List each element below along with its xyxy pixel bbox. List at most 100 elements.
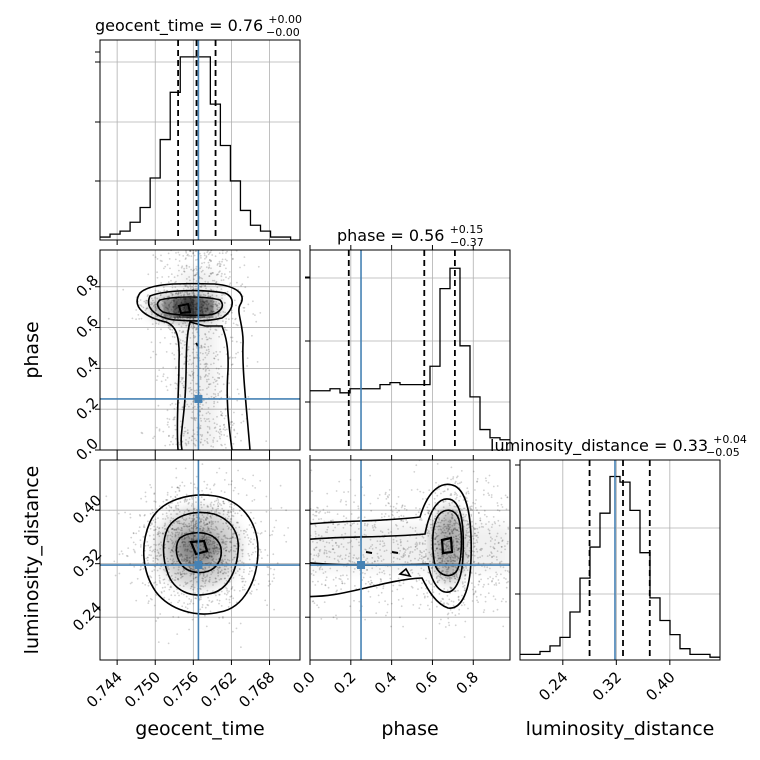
ld-vs-phase-sample-point (340, 588, 342, 590)
ld-vs-time-sample-point (241, 575, 244, 578)
ld-vs-phase-sample-point (326, 492, 329, 495)
ld-vs-time-sample-point (151, 550, 154, 553)
ld-vs-phase-contour-dot-a (365, 551, 373, 554)
ld-vs-phase-sample-point (436, 581, 439, 584)
ld-vs-phase-contour-dot-b (391, 551, 399, 554)
ld-vs-time-sample-point (177, 601, 179, 604)
phase-vs-time-sample-point (223, 346, 226, 349)
ld-vs-phase-sample-point (415, 513, 417, 516)
ld-vs-phase-sample-point (417, 572, 420, 575)
ld-vs-phase-sample-point (409, 569, 412, 572)
phase-vs-time-sample-point (140, 431, 143, 434)
ld-vs-time-sample-point (188, 498, 191, 501)
ld-vs-time-sample-point (273, 577, 275, 579)
phase-vs-time-sample-point (225, 252, 227, 254)
phase-vs-time-sample-point (166, 376, 169, 379)
ld-vs-time-sample-point (275, 519, 277, 522)
phase-vs-time-sample-point (174, 424, 177, 427)
phase-vs-time-sample-point (221, 414, 224, 417)
ld-vs-phase-xtick-label-0: 0.0 (289, 668, 319, 698)
ld-vs-time-sample-point (238, 568, 241, 571)
ld-vs-time-sample-point (253, 584, 256, 586)
ld-vs-time-sample-point (272, 573, 275, 576)
ld-vs-phase-sample-point (442, 392, 444, 394)
phase-vs-time-sample-point (199, 252, 201, 255)
ld-vs-time-sample-point (135, 599, 138, 602)
ld-vs-time-sample-point (169, 585, 172, 588)
ld-vs-phase-sample-point (369, 596, 372, 598)
phase-vs-time-sample-point (173, 336, 176, 339)
ld-vs-time-sample-point (232, 577, 235, 579)
phase-vs-time-sample-point (220, 410, 222, 413)
ld-vs-phase-sample-point (494, 522, 497, 525)
ld-vs-time-sample-point (248, 554, 251, 557)
phase-vs-time-truth-point (194, 394, 203, 403)
ld-vs-phase-sample-point (482, 586, 485, 588)
phase-vs-time-sample-point (174, 342, 177, 345)
ld-vs-phase-sample-point (454, 590, 457, 592)
ld-vs-phase-sample-point (315, 514, 318, 517)
phase-vs-time-sample-point (257, 265, 260, 268)
ld-vs-phase-sample-point (449, 587, 452, 589)
ld-vs-time-sample-point (152, 549, 155, 552)
ld-vs-phase-sample-point (470, 515, 473, 517)
phase-vs-time-sample-point (158, 369, 161, 371)
ld-vs-time-sample-point (221, 507, 224, 510)
phase-vs-time-sample-point (171, 331, 174, 334)
ld-vs-time-sample-point (245, 531, 247, 533)
title-geocent-time: geocent_time = 0.76 +0.00 −0.00 (95, 8, 307, 39)
ld-vs-phase-sample-point (364, 572, 366, 575)
ld-vs-time-sample-point (260, 532, 263, 534)
ld-vs-phase-sample-point (427, 512, 430, 515)
ld-vs-time-sample-point (191, 503, 194, 505)
phase-vs-time-sample-point (219, 265, 222, 268)
phase-vs-time-sample-point (220, 279, 223, 282)
ld-vs-time-sample-point (243, 577, 245, 580)
phase-vs-time-sample-point (174, 332, 176, 335)
ld-vs-phase-sample-point (390, 602, 393, 605)
ld-vs-time-sample-point (155, 508, 158, 510)
phase-vs-time-sample-point (185, 257, 187, 259)
phase-vs-time-sample-point (219, 428, 222, 430)
phase-vs-time-sample-point (177, 293, 179, 296)
ld-vs-phase-sample-point (312, 513, 315, 516)
ld-vs-time-sample-point (147, 582, 150, 584)
phase-vs-time-sample-point (242, 420, 245, 423)
ld-vs-phase-frame (309, 459, 511, 661)
ld-vs-phase-sample-point (483, 513, 486, 516)
phase-vs-time-sample-point (224, 443, 226, 446)
ld-vs-phase-sample-point (447, 612, 450, 615)
ld-vs-phase-sample-point (385, 614, 387, 617)
phase-vs-time-sample-point (167, 275, 170, 278)
ld-vs-phase-sample-point (342, 574, 344, 577)
phase-vs-time-sample-point (218, 377, 221, 379)
ld-vs-time-sample-point (217, 505, 220, 507)
ld-vs-time-sample-point (147, 600, 150, 603)
ld-vs-time-sample-point (190, 496, 193, 499)
ld-vs-phase-sample-point (338, 480, 341, 483)
ld-vs-phase-sample-point (454, 590, 457, 593)
ld-vs-phase-sample-point (470, 505, 473, 508)
phase-vs-time-sample-point (149, 356, 152, 359)
ld-vs-phase-sample-point (476, 599, 478, 602)
ld-vs-time-sample-point (241, 549, 244, 552)
ld-vs-time-sample-point (174, 506, 177, 509)
ld-vs-time-sample-point (235, 601, 238, 604)
ld-vs-time-sample-point (162, 500, 165, 503)
phase-vs-time-sample-point (175, 280, 177, 283)
ld-vs-phase-sample-point (466, 520, 469, 523)
ld-vs-phase-sample-point (433, 497, 436, 500)
ld-vs-time-sample-point (240, 577, 243, 580)
ld-vs-time-sample-point (188, 501, 190, 504)
phase-vs-time-sample-point (235, 317, 237, 320)
ld-vs-phase-sample-point (395, 507, 397, 510)
phase-vs-time-sample-point (145, 299, 148, 302)
ld-vs-phase-sample-point (389, 505, 392, 508)
ld-vs-phase-sample-point (312, 574, 315, 576)
phase-vs-time-sample-point (223, 326, 226, 329)
phase-vs-time-sample-point (171, 286, 174, 289)
phase-vs-time-sample-point (251, 334, 253, 337)
phase-vs-time-sample-point (221, 252, 224, 255)
ld-vs-time-sample-point (243, 588, 246, 591)
ld-vs-time-sample-point (230, 511, 233, 514)
